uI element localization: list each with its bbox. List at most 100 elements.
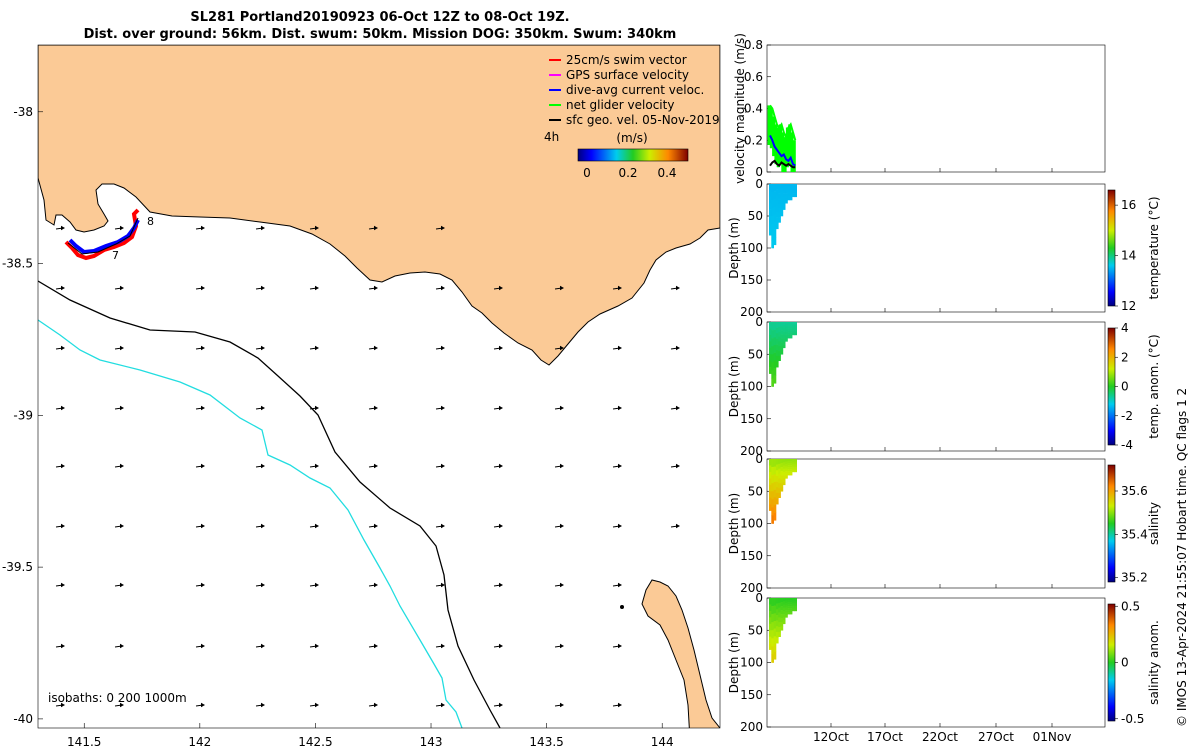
profile-cell (778, 326, 781, 332)
colorbar-tick-label: 14 (1121, 249, 1136, 263)
velocity-arrow-head (315, 405, 319, 411)
profile-cell (785, 193, 788, 197)
colorbar-label: temperature (°C) (1147, 197, 1161, 300)
legend-entry: sfc geo. vel. 05-Nov-2019 (566, 113, 720, 127)
profile-cell (780, 342, 784, 347)
profile-cell (769, 190, 772, 198)
y-tick-label: 50 (748, 623, 763, 637)
profile-cell (780, 330, 784, 335)
island-land (641, 579, 720, 728)
colorbar-tick-label: 35.4 (1121, 527, 1148, 541)
profile-cell (778, 193, 781, 199)
profile-cell (780, 192, 784, 197)
profile-cell (778, 627, 781, 633)
velocity-arrow-head (676, 523, 680, 529)
lat-tick-label: -38.5 (2, 257, 33, 271)
speed-colorbar-tick-0.4: 0.4 (657, 166, 676, 180)
velocity-arrow-head (618, 405, 622, 411)
profile-cell (771, 232, 774, 241)
series-line (769, 104, 797, 141)
panel-frame (766, 321, 1106, 452)
velocity-arrow-head (261, 702, 265, 708)
profile-cell (782, 184, 786, 188)
profile-cell (794, 465, 797, 468)
profile-cell (782, 620, 786, 625)
profile-cell (782, 617, 786, 621)
profile-cell (782, 338, 786, 342)
profile-cell (778, 492, 781, 498)
velocity-arrow-head (676, 405, 680, 411)
profile-cell (773, 337, 777, 346)
profile-cell (773, 214, 777, 223)
profile-cell (778, 612, 781, 618)
profile-cell (787, 328, 791, 331)
profile-cell (769, 491, 772, 498)
profile-cell (771, 208, 774, 217)
colorbar-tick-label: -0.5 (1121, 712, 1144, 726)
profile-cell (785, 614, 788, 618)
panel-1: 0 50 100 150 200 Depth (m) 12 14 16 temperature (… (727, 177, 1161, 319)
profile-cell (773, 504, 777, 513)
colorbar-tick-label: 2 (1121, 350, 1129, 364)
profile-cell (785, 612, 788, 616)
profile-cell (794, 460, 797, 463)
profile-cell (787, 463, 791, 466)
profile-cell (771, 362, 774, 371)
velocity-arrow-head (201, 582, 205, 588)
series-line (769, 159, 796, 169)
profile-cell (778, 346, 781, 352)
series-band-net-glider (767, 105, 796, 172)
profile-cell (778, 322, 781, 328)
profile-cell (778, 473, 781, 479)
profile-cell (792, 470, 795, 473)
profile-cell (789, 194, 793, 197)
profile-cell (792, 190, 795, 193)
colorbar-tick-label: 0 (1121, 656, 1129, 670)
velocity-arrow-head (441, 643, 445, 649)
profile-cell (775, 206, 779, 213)
velocity-arrow-head (201, 523, 205, 529)
profile-cell (782, 200, 786, 204)
profile-cell (789, 184, 793, 187)
profile-cell (780, 463, 784, 468)
y-tick-label: 0.4 (744, 102, 763, 116)
profile-cell (769, 504, 772, 511)
profile-cell (773, 199, 777, 208)
profile-cell (780, 606, 784, 611)
profile-cell (792, 323, 795, 326)
panel-colorbar (1107, 603, 1116, 722)
profile-cell (782, 475, 786, 479)
time-label-4h: 4h (544, 130, 559, 144)
y-tick-label: 0 (755, 591, 763, 605)
profile-cell (787, 602, 791, 605)
velocity-arrow-head (201, 285, 205, 291)
y-tick-label: 0.2 (744, 133, 763, 147)
velocity-arrow-head (261, 582, 265, 588)
panel-frame (766, 458, 1106, 589)
velocity-arrow-head (120, 582, 124, 588)
profile-cell (775, 470, 779, 477)
profile-cell (769, 604, 772, 612)
velocity-arrow-head (676, 345, 680, 351)
profile-cell (785, 186, 788, 190)
profile-cell (794, 325, 797, 328)
profile-cell (778, 198, 781, 204)
y-tick-label: 50 (748, 347, 763, 361)
velocity-arrow-head (499, 523, 503, 529)
profile-cell (778, 459, 781, 465)
profile-cell (785, 188, 788, 192)
profile-cell (773, 613, 777, 622)
profile-cell (775, 598, 779, 604)
panel-2: 0 50 100 150 200 Depth (m) 4 2 0 -2 -4 temp. anom. … (727, 315, 1161, 458)
profile-cell (794, 606, 797, 608)
profile-cell (775, 333, 779, 340)
profile-cell (792, 604, 795, 607)
velocity-arrow-head (120, 643, 124, 649)
panel-frame (766, 183, 1106, 313)
velocity-arrow-head (499, 463, 503, 469)
profile-cell (778, 607, 781, 613)
colorbar-tick-label: 16 (1121, 198, 1136, 212)
profile-cell (775, 464, 779, 471)
profile-cell (785, 200, 788, 204)
